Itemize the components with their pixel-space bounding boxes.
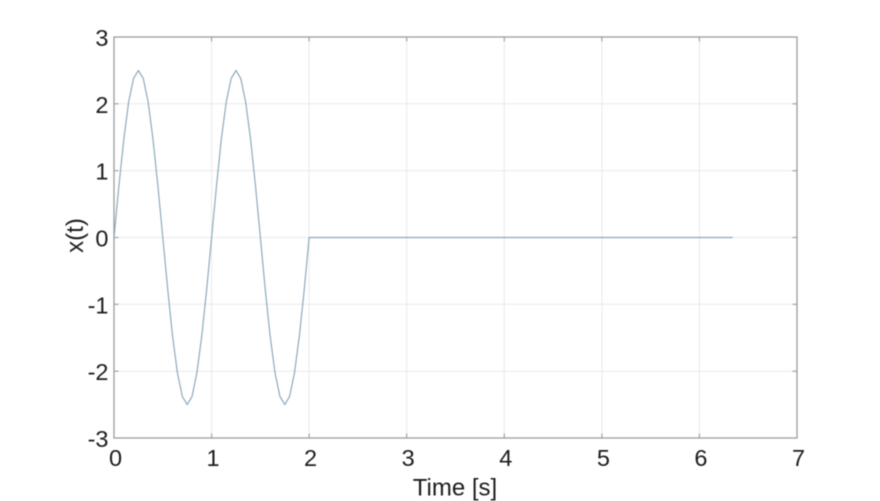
- svg-text:6: 6: [694, 445, 707, 471]
- svg-text:2: 2: [95, 92, 108, 118]
- svg-text:-3: -3: [88, 426, 109, 452]
- svg-text:0: 0: [95, 226, 108, 252]
- svg-text:x(t): x(t): [62, 218, 89, 253]
- svg-text:Time [s]: Time [s]: [413, 475, 497, 501]
- svg-text:5: 5: [597, 445, 610, 471]
- svg-text:-1: -1: [88, 292, 109, 318]
- svg-text:0: 0: [109, 445, 122, 471]
- svg-text:2: 2: [304, 445, 317, 471]
- svg-text:3: 3: [95, 25, 108, 51]
- svg-text:3: 3: [402, 445, 415, 471]
- svg-text:1: 1: [95, 159, 108, 185]
- svg-text:7: 7: [792, 445, 805, 471]
- svg-text:-2: -2: [88, 359, 109, 385]
- svg-text:4: 4: [499, 445, 512, 471]
- svg-text:1: 1: [207, 445, 220, 471]
